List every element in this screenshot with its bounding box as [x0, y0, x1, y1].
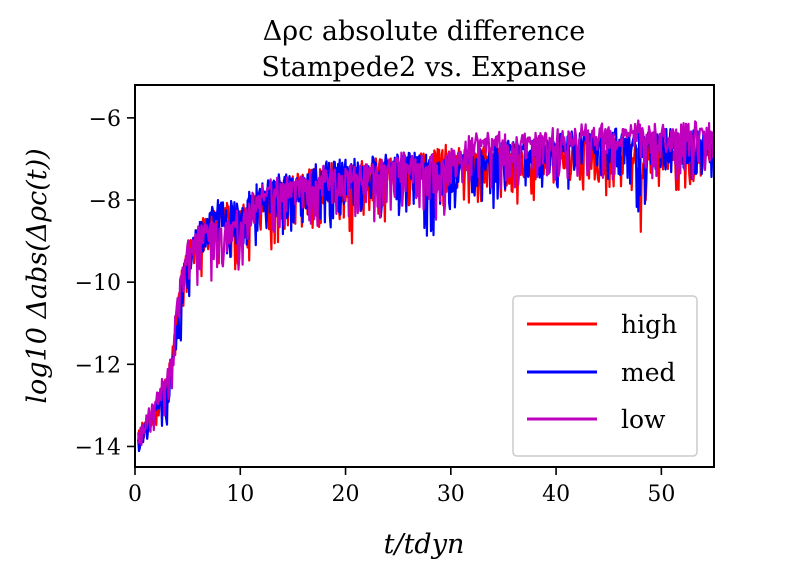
chart-title: Δρc absolute difference [263, 16, 585, 47]
chart-subtitle: Stampede2 vs. Expanse [261, 52, 586, 83]
plot-frame [134, 84, 715, 468]
y-tick-label: −14 [75, 435, 121, 460]
y-tick-label: −8 [89, 189, 121, 214]
tick-layer: 0 10 20 30 40 50 −6 −8 −10 −12 −14 [75, 107, 676, 507]
x-axis-label: t/tdyn [384, 529, 465, 560]
legend-box [512, 295, 698, 457]
x-tick-label: 30 [437, 482, 465, 507]
x-tick-label: 20 [332, 482, 360, 507]
series-line-low [137, 119, 714, 447]
x-tick-label: 50 [647, 482, 675, 507]
x-tick-label: 0 [128, 482, 142, 507]
y-tick-label: −6 [89, 107, 121, 132]
series-line-med [137, 127, 714, 453]
legend-label-low: low [621, 405, 666, 434]
y-axis-label: log10 Δabs(Δρc(t)) [22, 148, 53, 403]
x-tick-label: 10 [226, 482, 254, 507]
y-tick-label: −10 [75, 271, 121, 296]
legend: high med low [512, 295, 698, 457]
x-tick-label: 40 [542, 482, 570, 507]
legend-label-high: high [621, 310, 677, 339]
series-layer [137, 119, 714, 453]
legend-label-med: med [621, 358, 676, 387]
y-tick-label: −12 [75, 353, 121, 378]
